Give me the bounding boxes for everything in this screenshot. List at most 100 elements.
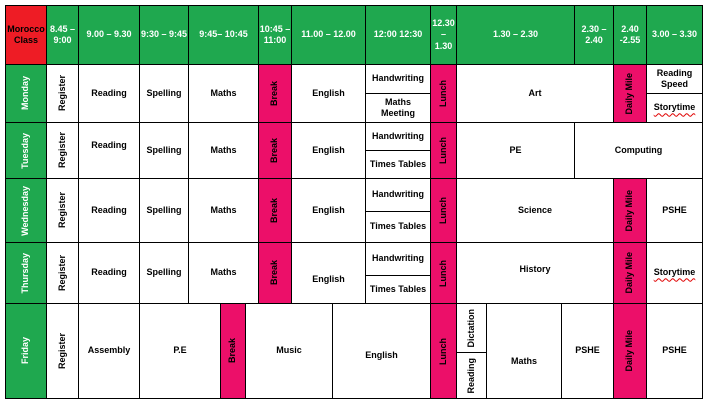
cell-label: Storytime [653,102,696,113]
time-label: 9:30 – 9:45 [140,29,188,40]
handwriting-cell: Handwriting [365,122,431,151]
register-cell: Register [46,178,79,243]
reading-cell: Reading [78,242,140,304]
pshe-cell: PSHE [646,178,703,243]
cell-label: Times Tables [369,283,427,294]
cell-label: Handwriting [372,73,424,84]
time-label: 3.00 – 3.30 [651,29,698,40]
cell-label: Register [56,192,67,229]
cell-label: Reading Speed [656,67,693,89]
cell-label: Daily Mile [624,330,635,372]
english-cell: English [291,178,366,243]
computing-cell: Computing [574,122,703,179]
time-header: 8.45 – 9:00 [46,5,79,65]
cell-label: PE [509,144,522,155]
break-cell: Break [220,303,246,399]
cell-label: English [312,273,345,284]
day-label: Tuesday [20,132,31,169]
cell-label: Register [56,254,67,291]
english-cell: English [291,242,366,304]
cell-label: Spelling [146,144,182,155]
time-header: 9.00 – 9.30 [78,5,140,65]
times-tables-cell: Times Tables [365,150,431,179]
cell-label: Maths [210,144,237,155]
cell-label: Break [227,338,238,364]
maths-meeting-cell: Maths Meeting [365,93,431,123]
pshe-cell: PSHE [561,303,614,399]
cell-label: Break [269,197,280,224]
time-header: 2.30 – 2.40 [574,5,614,65]
cell-label: P.E [173,345,187,356]
register-cell: Register [46,303,79,399]
cell-label: Lunch [437,337,448,365]
day-thursday: Thursday [5,242,47,304]
register-cell: Register [46,122,79,179]
cell-label: Maths Meeting [380,96,415,118]
cell-label: Times Tables [369,221,427,232]
cell-label: Daily Mile [624,252,635,294]
cell-label: Reading [91,267,127,278]
daily-mile-cell: Daily Mile [613,242,647,304]
cell-label: Spelling [146,204,182,215]
cell-label: Handwriting [372,189,424,200]
maths-cell: Maths [486,303,562,399]
cell-label: History [519,264,551,274]
maths-cell: Maths [188,122,259,179]
handwriting-cell: Handwriting [365,242,431,276]
cell-label: PSHE [662,204,687,215]
cell-label: Maths [210,267,237,278]
time-header: 12.30 – 1.30 [430,5,457,65]
cell-label: Assembly [87,345,131,356]
reading-speed-cell: Reading Speed [646,64,703,94]
daily-mile-cell: Daily Mile [613,178,647,243]
cell-label: Storytime [653,267,696,278]
reading-cell: Reading [78,64,140,123]
lunch-cell: Lunch [430,242,457,304]
dictation-cell: Dictation [456,303,487,353]
spelling-cell: Spelling [139,242,189,304]
day-tuesday: Tuesday [5,122,47,179]
friday-reading-cell: Reading [456,352,487,399]
assembly-cell: Assembly [78,303,140,399]
music-cell: Music [245,303,333,399]
cell-label: Maths [210,87,237,98]
cell-label: Spelling [146,87,182,98]
time-header: 2.40 -2.55 [613,5,647,65]
lunch-cell: Lunch [430,303,457,399]
storytime-cell: Storytime [646,93,703,123]
break-cell: Break [258,178,292,243]
time-label: 1.30 – 2.30 [492,29,539,40]
lunch-cell: Lunch [430,122,457,179]
time-header: 11.00 – 12.00 [291,5,366,65]
day-monday: Monday [5,64,47,123]
daily-mile-cell: Daily Mile [613,303,647,399]
daily-mile-cell: Daily Mile [613,64,647,123]
pshe-cell: PSHE [646,303,703,399]
time-label: 9.00 – 9.30 [86,29,132,40]
lunch-cell: Lunch [430,178,457,243]
time-label: 8.45 – 9:00 [49,23,76,45]
spelling-cell: Spelling [139,64,189,123]
spelling-cell: Spelling [139,122,189,179]
cell-label: Lunch [437,80,448,107]
register-cell: Register [46,64,79,123]
handwriting-cell: Handwriting [365,178,431,212]
english-cell: English [332,303,431,399]
storytime-cell: Storytime [646,242,703,304]
time-label: 2.40 -2.55 [619,23,641,45]
class-name: Morocco Class [7,23,45,45]
time-header: 9:30 – 9:45 [139,5,189,65]
maths-cell: Maths [188,64,259,123]
english-cell: English [291,122,366,179]
english-cell: English [291,64,366,123]
cell-label: Spelling [146,267,182,278]
cell-label: Dictation [465,308,476,348]
day-label: Wednesday [20,185,31,236]
time-label: 12.30 – 1.30 [432,18,455,51]
cell-label: Break [269,80,280,107]
cell-label: Lunch [437,259,448,287]
times-tables-cell: Times Tables [365,211,431,243]
class-name-cell: Morocco Class [5,5,47,65]
cell-label: Daily Mile [624,189,635,232]
cell-label: Reading [91,87,127,98]
